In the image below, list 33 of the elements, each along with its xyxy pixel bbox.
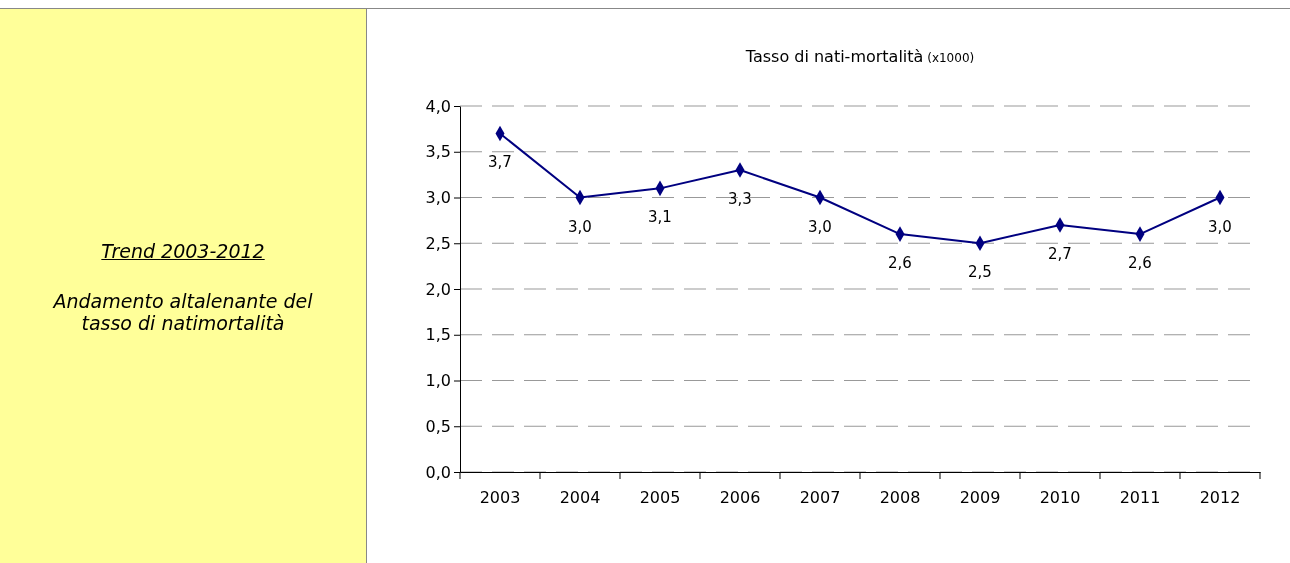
x-tick-label: 2010 — [1039, 488, 1081, 508]
y-tick-label: 3,5 — [425, 142, 451, 162]
chart-title: Tasso di nati-mortalità — [744, 47, 924, 66]
y-tick-label: 1,0 — [425, 371, 451, 391]
y-tick-label: 3,0 — [425, 188, 451, 208]
data-label: 3,1 — [648, 208, 672, 227]
y-tick-label: 2,0 — [425, 279, 451, 299]
chart-subtitle: (x1000) — [923, 51, 975, 65]
data-label: 3,0 — [568, 217, 592, 236]
data-label: 3,0 — [808, 217, 832, 236]
text: Andamento altalenante del tasso di natimortalità — [51, 289, 314, 334]
x-tick-label: 2012 — [1199, 488, 1241, 508]
data-label: 3,0 — [1208, 217, 1232, 236]
data-label: 3,7 — [488, 153, 512, 172]
y-tick-label: 0,0 — [425, 462, 451, 482]
x-tick-label: 2007 — [799, 488, 841, 508]
text: Trend 2003-2012 — [101, 239, 265, 262]
x-tick-label: 2008 — [879, 488, 921, 508]
data-label: 2,6 — [888, 254, 912, 273]
x-tick-label: 2011 — [1119, 488, 1161, 508]
y-tick-label: 2,5 — [425, 233, 451, 253]
y-tick-label: 1,5 — [425, 325, 451, 345]
x-tick-label: 2003 — [479, 488, 521, 508]
y-tick-label: 0,5 — [425, 416, 451, 436]
x-tick-label: 2009 — [959, 488, 1001, 508]
x-tick-label: 2006 — [719, 488, 761, 508]
x-tick-label: 2005 — [639, 488, 681, 508]
data-label: 2,6 — [1128, 254, 1152, 273]
x-tick-label: 2004 — [559, 488, 601, 508]
data-label: 2,7 — [1048, 244, 1072, 263]
data-label: 3,3 — [728, 190, 752, 209]
y-tick-label: 4,0 — [425, 96, 451, 116]
data-label: 2,5 — [968, 263, 992, 282]
